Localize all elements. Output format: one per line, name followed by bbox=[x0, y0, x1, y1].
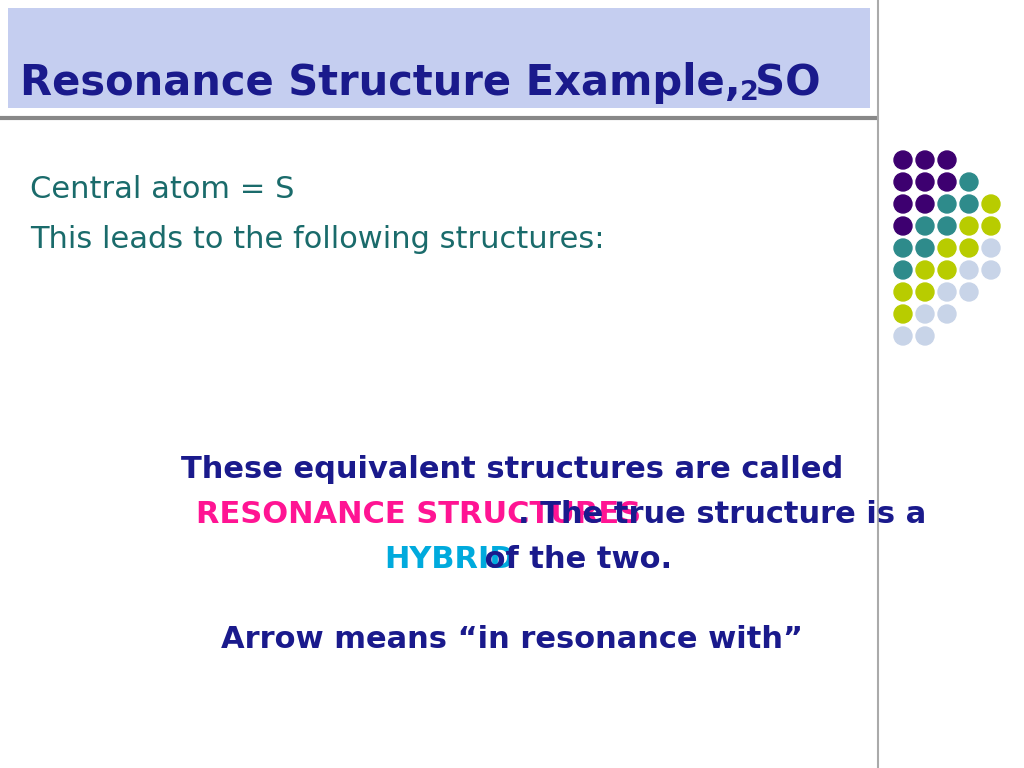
Circle shape bbox=[916, 283, 934, 301]
Circle shape bbox=[916, 239, 934, 257]
Circle shape bbox=[916, 305, 934, 323]
Circle shape bbox=[982, 239, 1000, 257]
Text: HYBRID: HYBRID bbox=[384, 545, 515, 574]
Circle shape bbox=[894, 239, 912, 257]
Text: . The true structure is a: . The true structure is a bbox=[518, 500, 927, 529]
Circle shape bbox=[982, 195, 1000, 213]
Text: RESONANCE STRUCTURES: RESONANCE STRUCTURES bbox=[196, 500, 641, 529]
Circle shape bbox=[894, 217, 912, 235]
Circle shape bbox=[916, 195, 934, 213]
Text: Resonance Structure Example, SO: Resonance Structure Example, SO bbox=[20, 62, 820, 104]
Text: Arrow means “in resonance with”: Arrow means “in resonance with” bbox=[221, 625, 803, 654]
Circle shape bbox=[961, 283, 978, 301]
Circle shape bbox=[938, 283, 956, 301]
Circle shape bbox=[938, 151, 956, 169]
Circle shape bbox=[961, 217, 978, 235]
Text: These equivalent structures are called: These equivalent structures are called bbox=[181, 455, 843, 484]
Circle shape bbox=[961, 239, 978, 257]
Circle shape bbox=[894, 173, 912, 191]
Circle shape bbox=[982, 261, 1000, 279]
Circle shape bbox=[916, 261, 934, 279]
Circle shape bbox=[961, 195, 978, 213]
Text: This leads to the following structures:: This leads to the following structures: bbox=[30, 225, 604, 254]
Circle shape bbox=[916, 217, 934, 235]
Circle shape bbox=[894, 305, 912, 323]
Circle shape bbox=[982, 217, 1000, 235]
Circle shape bbox=[894, 151, 912, 169]
Circle shape bbox=[938, 261, 956, 279]
Bar bbox=[8, 8, 870, 108]
Circle shape bbox=[938, 239, 956, 257]
Text: of the two.: of the two. bbox=[474, 545, 673, 574]
Circle shape bbox=[916, 327, 934, 345]
Circle shape bbox=[894, 283, 912, 301]
Circle shape bbox=[916, 151, 934, 169]
Circle shape bbox=[961, 173, 978, 191]
Circle shape bbox=[916, 173, 934, 191]
Circle shape bbox=[961, 261, 978, 279]
Circle shape bbox=[894, 261, 912, 279]
Circle shape bbox=[894, 195, 912, 213]
Circle shape bbox=[894, 327, 912, 345]
Text: Central atom = S: Central atom = S bbox=[30, 175, 295, 204]
Text: 2: 2 bbox=[740, 80, 759, 106]
Circle shape bbox=[938, 173, 956, 191]
Circle shape bbox=[938, 217, 956, 235]
Circle shape bbox=[938, 305, 956, 323]
Circle shape bbox=[938, 195, 956, 213]
